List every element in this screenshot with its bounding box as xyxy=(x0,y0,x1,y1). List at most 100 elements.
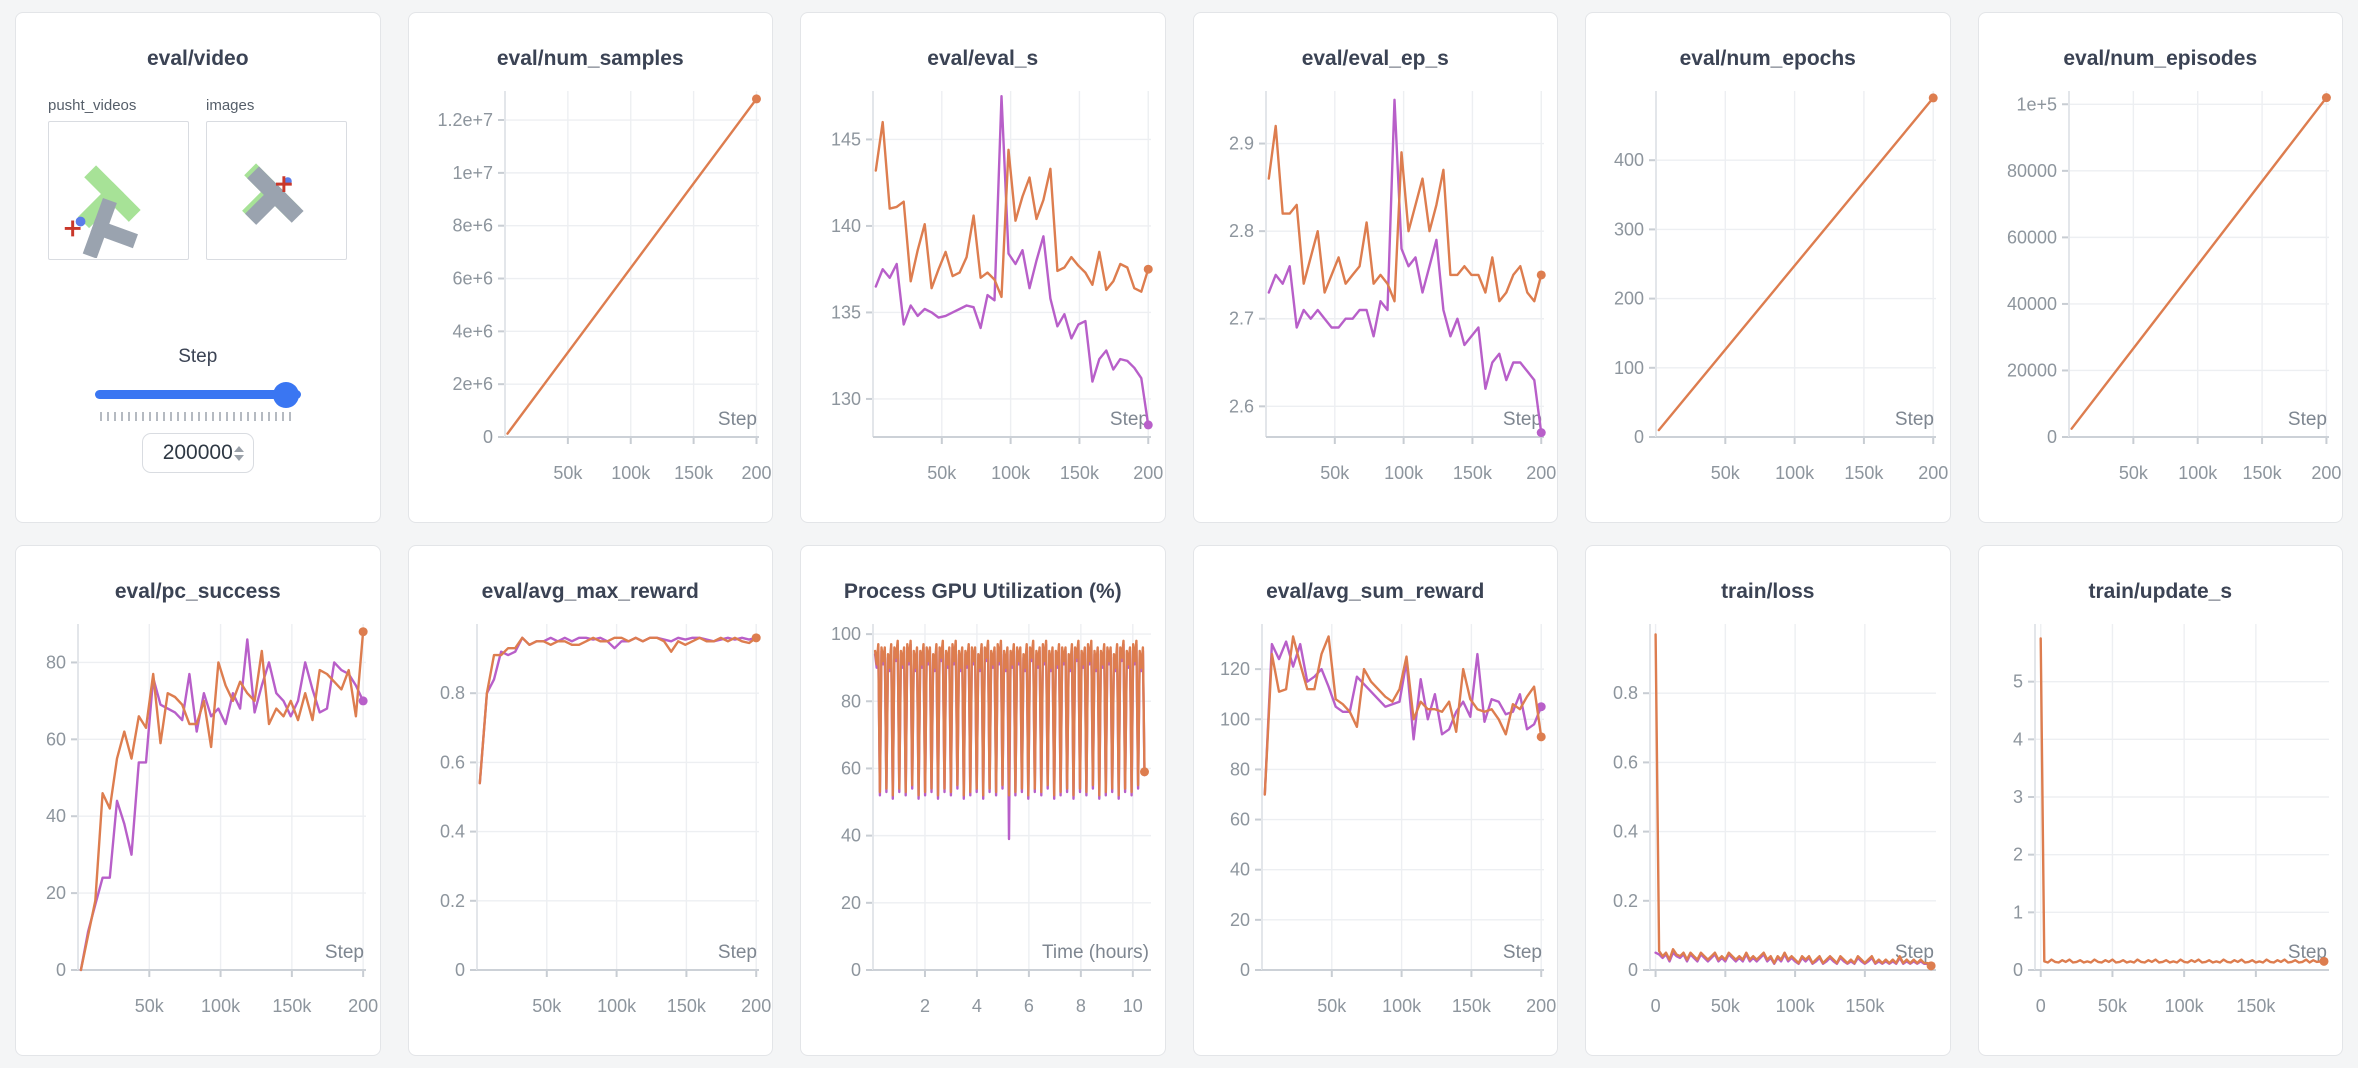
images-thumbnail[interactable] xyxy=(206,121,347,260)
pusht-scene-image xyxy=(242,163,304,225)
svg-text:3: 3 xyxy=(2012,787,2022,807)
stepper-buttons xyxy=(233,434,244,472)
svg-text:Step: Step xyxy=(1895,409,1934,430)
chart-title: eval/num_epochs xyxy=(1679,47,1856,70)
panel-eval-avg-sum-reward: eval/avg_sum_reward 50k 100k 150k 200 0 20 40 6… xyxy=(1192,545,1558,1056)
stepper-down-icon[interactable] xyxy=(233,454,244,461)
svg-text:200: 200 xyxy=(1133,463,1163,483)
svg-text:Step: Step xyxy=(325,942,364,963)
svg-text:150k: 150k xyxy=(674,463,714,483)
svg-text:60000: 60000 xyxy=(2006,227,2056,247)
chart-svg[interactable]: 50k 100k 150k 200 0 20 40 60 80 Step xyxy=(16,608,380,1046)
svg-text:150k: 150k xyxy=(1844,463,1884,483)
svg-text:200: 200 xyxy=(1918,463,1948,483)
chart-svg[interactable]: 50k 100k 150k 200 0 100 200 300 400 Step xyxy=(1586,75,1950,513)
chart-title: train/update_s xyxy=(2088,580,2233,603)
chart-svg[interactable]: 0 50k 100k 150k 0 0.2 0.4 0.6 0.8 Step xyxy=(1586,608,1950,1046)
chart-svg[interactable]: 50k 100k 150k 200 0 2e+6 4e+6 6e+6 8e+6 1e+7 1.2e+… xyxy=(409,75,773,513)
svg-text:Step: Step xyxy=(717,409,756,430)
gray-t-shape xyxy=(245,166,304,225)
svg-text:200: 200 xyxy=(1526,996,1556,1016)
svg-text:100: 100 xyxy=(1614,358,1644,378)
svg-text:2.8: 2.8 xyxy=(1228,221,1253,241)
chart-svg[interactable]: 0 50k 100k 150k 0 1 2 3 4 5 Step xyxy=(1979,608,2343,1046)
step-slider[interactable] xyxy=(94,382,301,408)
slider-tick-marks xyxy=(99,412,296,421)
pusht-scene-image xyxy=(64,165,141,259)
svg-text:60: 60 xyxy=(46,729,66,749)
svg-text:10: 10 xyxy=(1123,996,1143,1016)
svg-text:50k: 50k xyxy=(2118,463,2148,483)
svg-text:80: 80 xyxy=(841,691,861,711)
chart-title: eval/eval_s xyxy=(927,47,1039,70)
panel-eval-video: eval/video pusht_videos xyxy=(15,12,381,523)
svg-text:0.6: 0.6 xyxy=(439,752,464,772)
svg-text:0.2: 0.2 xyxy=(1613,891,1638,911)
svg-text:135: 135 xyxy=(831,302,861,322)
svg-text:20: 20 xyxy=(46,883,66,903)
svg-text:60: 60 xyxy=(841,758,861,778)
step-control: Step 200000 xyxy=(16,346,380,473)
svg-text:40: 40 xyxy=(841,826,861,846)
slider-track[interactable] xyxy=(94,390,301,399)
panel-eval-pc-success: eval/pc_success 50k 100k 150k 200 0 20 40 60 80 S… xyxy=(15,545,381,1056)
svg-text:50k: 50k xyxy=(2097,996,2127,1016)
svg-text:50k: 50k xyxy=(553,463,583,483)
svg-text:0: 0 xyxy=(1239,960,1249,980)
step-number-input[interactable]: 200000 xyxy=(141,433,254,473)
svg-text:100k: 100k xyxy=(201,996,241,1016)
svg-text:0.8: 0.8 xyxy=(1613,683,1638,703)
stepper-up-icon[interactable] xyxy=(233,445,244,452)
chart-svg[interactable]: 50k 100k 150k 200 2.6 2.7 2.8 2.9 Step xyxy=(1194,75,1558,513)
svg-text:150k: 150k xyxy=(1452,463,1492,483)
panel-train-loss: train/loss 0 50k 100k 150k 0 0.2 0.4 0.6 0.8 Step xyxy=(1585,545,1951,1056)
svg-text:8: 8 xyxy=(1076,996,1086,1016)
svg-text:100k: 100k xyxy=(2164,996,2204,1016)
media-row: pusht_videos xyxy=(16,97,380,260)
panel-eval-avg-max-reward: eval/avg_max_reward 50k 100k 150k 200 0 0.2 0.… xyxy=(407,545,773,1056)
svg-text:1.2e+7: 1.2e+7 xyxy=(437,110,493,130)
chart-svg[interactable]: 50k 100k 150k 200 0 0.2 0.4 0.6 0.8 Step xyxy=(409,608,773,1046)
chart-svg[interactable]: 50k 100k 150k 200 0 20000 40000 60000 80000 1e+5 S… xyxy=(1979,75,2343,513)
panel-eval-num-epochs: eval/num_epochs 50k 100k 150k 200 0 100 200 300… xyxy=(1585,12,1951,523)
svg-text:2.9: 2.9 xyxy=(1228,134,1253,154)
svg-text:0.4: 0.4 xyxy=(1613,822,1638,842)
chart-title: Process GPU Utilization (%) xyxy=(843,580,1122,603)
media-item-images: images xyxy=(206,97,347,260)
svg-text:200: 200 xyxy=(741,463,771,483)
chart-svg[interactable]: 50k 100k 150k 200 130 135 140 145 Step xyxy=(801,75,1165,513)
svg-text:Step: Step xyxy=(2287,942,2326,963)
slider-thumb[interactable] xyxy=(273,382,300,408)
svg-text:Time (hours): Time (hours) xyxy=(1042,942,1149,963)
svg-text:100k: 100k xyxy=(1776,996,1816,1016)
svg-text:100k: 100k xyxy=(2178,463,2218,483)
svg-text:Step: Step xyxy=(1110,409,1149,430)
svg-text:1e+7: 1e+7 xyxy=(452,163,493,183)
svg-text:Step: Step xyxy=(1502,409,1541,430)
svg-text:4: 4 xyxy=(972,996,982,1016)
svg-text:100k: 100k xyxy=(611,463,651,483)
svg-text:80: 80 xyxy=(1229,759,1249,779)
goal-cross-icon xyxy=(64,220,81,237)
panel-eval-num-episodes: eval/num_episodes 50k 100k 150k 200 0 20000 40… xyxy=(1977,12,2343,523)
svg-text:50k: 50k xyxy=(1711,996,1741,1016)
svg-text:0.2: 0.2 xyxy=(439,891,464,911)
svg-text:150k: 150k xyxy=(666,996,706,1016)
svg-text:200: 200 xyxy=(2311,463,2341,483)
step-slider-label: Step xyxy=(178,346,218,367)
svg-text:50k: 50k xyxy=(927,463,957,483)
svg-text:50k: 50k xyxy=(135,996,165,1016)
svg-text:150k: 150k xyxy=(1451,996,1491,1016)
svg-text:150k: 150k xyxy=(272,996,312,1016)
svg-text:1e+5: 1e+5 xyxy=(2016,94,2057,114)
gray-t-shape xyxy=(82,197,138,259)
chart-title: eval/avg_sum_reward xyxy=(1266,580,1485,603)
svg-text:100: 100 xyxy=(1219,709,1249,729)
svg-text:2: 2 xyxy=(2012,845,2022,865)
svg-text:0: 0 xyxy=(482,427,492,447)
pusht-video-thumbnail[interactable] xyxy=(48,121,189,260)
svg-text:0: 0 xyxy=(2046,427,2056,447)
panel-train-update-s: train/update_s 0 50k 100k 150k 0 1 2 3 4 5 Step xyxy=(1977,545,2343,1056)
chart-svg[interactable]: 50k 100k 150k 200 0 20 40 60 80 100 120 Step xyxy=(1194,608,1558,1046)
